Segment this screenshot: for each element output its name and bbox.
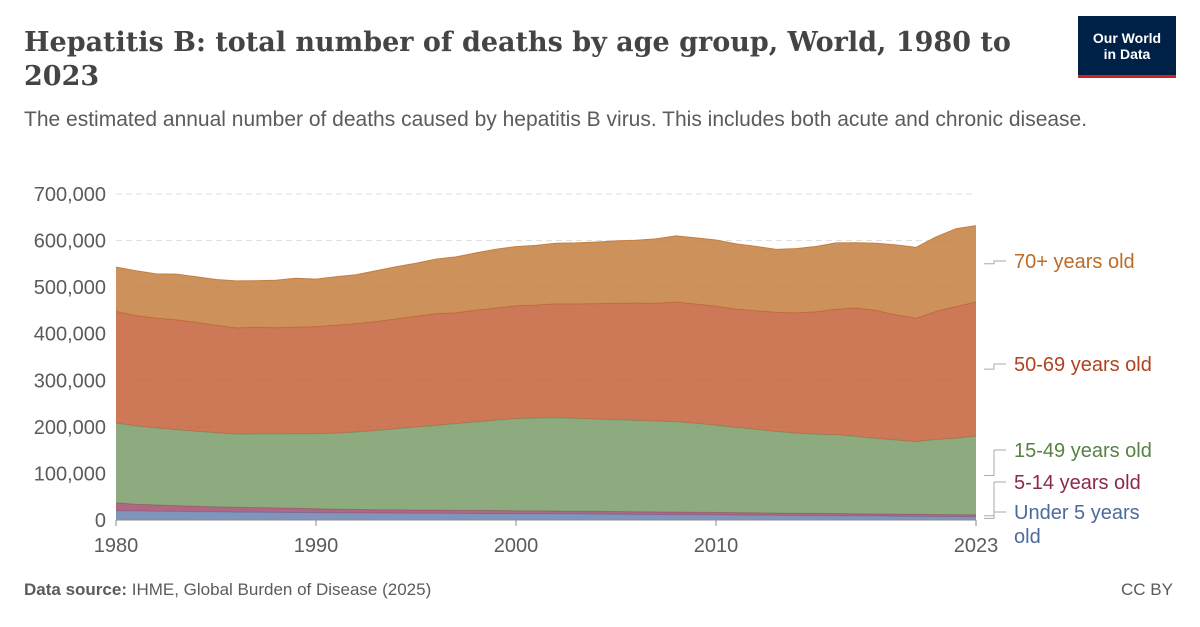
legend-label-70-years-old: 70+ years old — [1014, 251, 1135, 273]
data-source-label: Data source: — [24, 580, 127, 599]
area-70-years-old — [116, 225, 976, 328]
legend-leader-line — [984, 260, 1006, 265]
logo-line-1: Our World — [1092, 29, 1162, 46]
legend-leader-line — [984, 481, 1006, 517]
x-tick-label: 2010 — [694, 535, 739, 557]
y-tick-label: 0 — [95, 510, 106, 532]
legend-leader-line — [984, 449, 1006, 476]
legend-label-under-5-years-old-cont: old — [1014, 526, 1041, 548]
data-source-link[interactable]: IHME, Global Burden of Disease (2025) — [131, 580, 432, 599]
chart-title: Hepatitis B: total number of deaths by a… — [24, 27, 1011, 92]
legend-label-15-49-years-old: 15-49 years old — [1014, 440, 1152, 462]
legend-label-under-5-years-old: Under 5 years — [1014, 502, 1140, 524]
license-link[interactable]: CC BY — [1121, 580, 1173, 599]
area-15-49-years-old — [116, 417, 976, 515]
stacked-area-chart: 0 100,000 200,000 300,000 400,000 500,000 600,… — [34, 184, 1152, 557]
x-tick-label: 1980 — [94, 535, 139, 557]
y-tick-label: 500,000 — [34, 277, 106, 299]
y-tick-label: 100,000 — [34, 463, 106, 485]
area-edge — [115, 225, 977, 282]
y-tick-label: 400,000 — [34, 324, 106, 346]
x-tick-label: 2000 — [494, 535, 539, 557]
chart-subtitle: The estimated annual number of deaths ca… — [24, 108, 1088, 131]
data-source: Data source: IHME, Global Burden of Dise… — [24, 580, 431, 600]
x-tick-label: 1990 — [294, 535, 339, 557]
legend-leader-line — [984, 511, 1006, 519]
logo-line-2: in Data — [1103, 45, 1151, 62]
y-tick-label: 600,000 — [34, 231, 106, 253]
area-edge — [115, 417, 977, 443]
x-tick-label: 2023 — [954, 535, 999, 557]
y-tick-label: 300,000 — [34, 370, 106, 392]
legend-leader-line — [984, 363, 1006, 370]
owid-logo[interactable]: Our World in Data — [1078, 16, 1176, 78]
y-tick-label: 700,000 — [34, 184, 106, 206]
area-50-69-years-old — [116, 302, 976, 442]
legend-label-50-69-years-old: 50-69 years old — [1014, 354, 1152, 376]
y-tick-label: 200,000 — [34, 417, 106, 439]
legend-label-5-14-years-old: 5-14 years old — [1014, 472, 1141, 494]
